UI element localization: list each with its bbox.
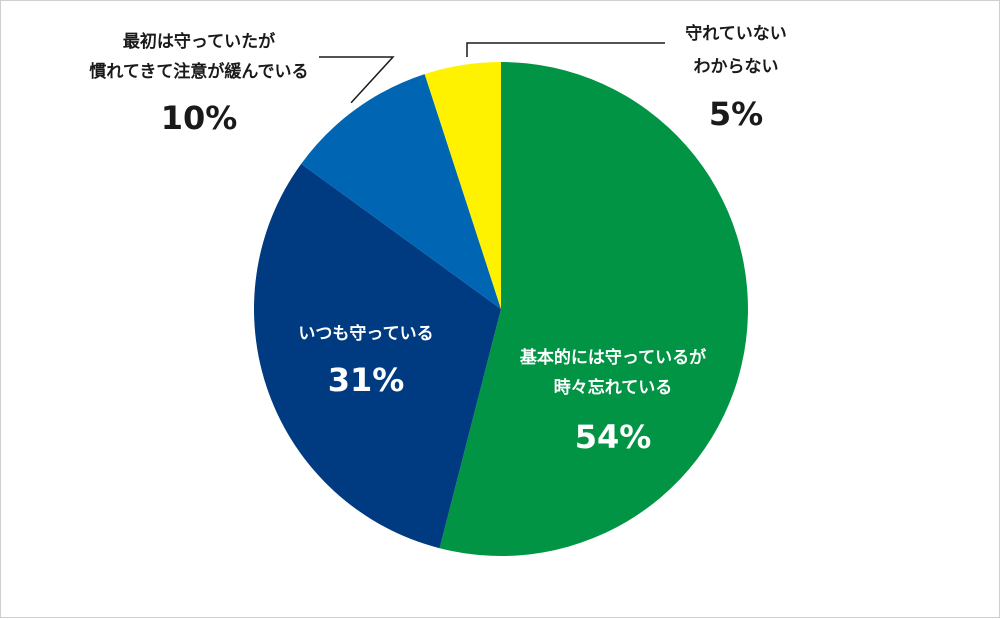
slice-value-label: 54% xyxy=(575,418,652,456)
slice-value-label: 10% xyxy=(161,99,238,137)
slice-label-line: 時々忘れている xyxy=(554,377,673,398)
slice-label-line: 最初は守っていたが xyxy=(123,31,275,52)
slice-label-line: わからない xyxy=(694,57,779,77)
slice-value-label: 5% xyxy=(709,95,763,133)
pie-slice xyxy=(424,62,501,309)
pie-slice xyxy=(439,62,748,556)
slice-label-line: 守れていない xyxy=(685,23,787,44)
slice-label-line: いつも守っている xyxy=(298,323,433,344)
pie-slice xyxy=(253,163,501,549)
leader-line xyxy=(319,56,395,104)
slice-value-label: 31% xyxy=(328,361,405,399)
pie-slice xyxy=(301,74,501,309)
slice-label-line: 慣れてきて注意が緩んでいる xyxy=(89,61,308,82)
slice-label-line: 基本的には守っているが xyxy=(519,347,706,368)
leader-lines xyxy=(319,42,665,104)
pie-slices xyxy=(253,62,748,556)
leader-line xyxy=(466,42,665,57)
